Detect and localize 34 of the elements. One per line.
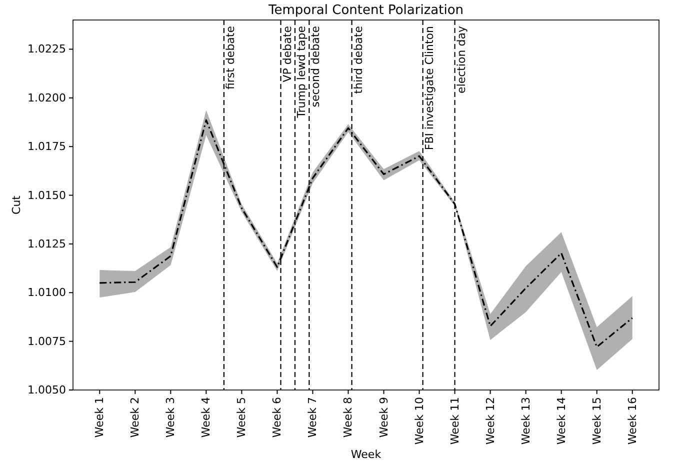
- annotation: third debate: [352, 26, 365, 94]
- x-tick-label: Week 8: [342, 397, 355, 438]
- x-tick-label: Week 14: [554, 397, 568, 445]
- x-tick-label: Week 7: [306, 397, 320, 438]
- x-tick-label: Week 5: [235, 397, 248, 438]
- x-tick-label: Week 6: [270, 397, 284, 438]
- x-tick-label: Week 3: [164, 397, 178, 438]
- x-tick-label: Week 12: [484, 397, 497, 445]
- x-tick-label: Week 15: [590, 397, 604, 445]
- y-tick-label: 1.0100: [28, 286, 66, 300]
- x-tick-label: Week 1: [93, 397, 106, 438]
- x-tick-label: Week 16: [626, 397, 639, 445]
- annotation: election day: [454, 26, 468, 94]
- y-tick-label: 1.0175: [28, 140, 66, 154]
- x-tick-label: Week 9: [377, 397, 390, 438]
- y-tick-label: 1.0150: [28, 188, 66, 202]
- x-tick-label: Week 4: [200, 397, 213, 438]
- x-axis-title: Week: [350, 448, 382, 461]
- annotation: second debate: [309, 26, 322, 108]
- annotation: first debate: [224, 26, 237, 90]
- y-tick-label: 1.0075: [28, 334, 66, 348]
- annotation: VP debate: [280, 26, 294, 82]
- y-axis-title: Cut: [10, 194, 23, 214]
- y-tick-label: 1.0050: [28, 384, 66, 396]
- y-tick-label: 1.0225: [28, 42, 66, 56]
- annotation: FBI investigate Clinton: [422, 26, 436, 150]
- y-tick-label: 1.0125: [28, 237, 66, 250]
- x-tick-label: Week 2: [128, 397, 142, 438]
- y-tick-label: 1.0200: [28, 91, 66, 104]
- x-tick-label: Week 11: [448, 397, 462, 445]
- annotation: Trump lewd tape: [294, 26, 308, 119]
- x-tick-label: Week 13: [519, 397, 532, 445]
- x-tick-label: Week 10: [412, 397, 426, 445]
- chart-title: Temporal Content Polarization: [267, 3, 464, 18]
